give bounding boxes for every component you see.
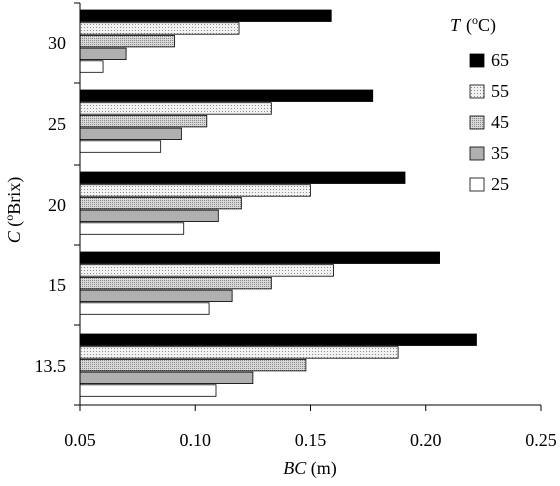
legend-swatch-35: [469, 146, 485, 161]
y-axis-title-symbol: C: [4, 230, 24, 243]
x-axis-title: BC (m): [283, 458, 337, 479]
x-axis-title-symbol: BC: [283, 458, 307, 478]
legend-title-tail: C): [478, 15, 496, 36]
bar-20-25: [79, 222, 185, 235]
bar-25-45: [79, 115, 208, 128]
x-tick-label-0.15: 0.15: [295, 430, 327, 450]
y-axis-title-sup: o: [2, 215, 16, 221]
y-tick-label-13.5: 13.5: [35, 356, 67, 376]
bar-20-65: [79, 171, 406, 184]
x-tick-label-0.20: 0.20: [410, 430, 442, 450]
bar-20-45: [79, 196, 242, 210]
bar-15-25: [79, 302, 210, 315]
y-axis-title-open: (: [4, 221, 25, 232]
legend: 65 55 45 35 25: [469, 50, 509, 194]
legend-label-25: 25: [491, 174, 509, 194]
y-axis-title-close: Brix): [4, 177, 25, 215]
x-axis-title-unit: (m): [306, 458, 337, 479]
bar-15-65: [79, 251, 440, 264]
legend-title-open: (: [466, 15, 472, 36]
bar-20-55: [79, 184, 311, 197]
bar-13.5-55: [79, 346, 399, 359]
x-tick-label-0.10: 0.10: [180, 430, 212, 450]
bar-30-35: [79, 47, 127, 60]
legend-swatch-65: [469, 53, 485, 68]
bar-25-25: [79, 140, 162, 153]
bar-15-35: [79, 289, 233, 303]
x-tick-label-0.25: 0.25: [525, 430, 557, 450]
legend-swatch-55: [469, 84, 485, 99]
x-tick-label-0.05: 0.05: [64, 430, 96, 450]
bar-25-55: [79, 102, 272, 115]
bars-group: [79, 9, 477, 397]
bar-15-55: [79, 264, 334, 277]
axes-group: 30 25 20 15 13.5 0.05 0.10 0.15 0.20 0.25: [35, 2, 557, 450]
legend-label-55: 55: [491, 81, 509, 101]
y-tick-label-20: 20: [48, 195, 66, 215]
legend-label-45: 45: [491, 112, 509, 132]
legend-label-65: 65: [491, 50, 509, 70]
legend-swatch-25: [469, 177, 485, 192]
bar-13.5-35: [79, 371, 254, 385]
y-tick-label-15: 15: [48, 275, 66, 295]
legend-title-symbol: T: [450, 15, 462, 35]
y-tick-label-30: 30: [48, 33, 66, 53]
bar-25-35: [79, 127, 182, 141]
bar-30-55: [79, 22, 240, 35]
legend-label-35: 35: [491, 143, 509, 163]
legend-swatch-45: [469, 115, 485, 130]
bar-25-65: [79, 89, 374, 102]
bar-13.5-65: [79, 333, 477, 346]
bar-30-65: [79, 9, 332, 22]
bar-30-25: [79, 60, 104, 73]
bar-13.5-45: [79, 358, 307, 372]
legend-title-sup: o: [472, 13, 478, 27]
bar-13.5-25: [79, 384, 217, 397]
y-tick-label-25: 25: [48, 114, 66, 134]
bar-15-45: [79, 276, 272, 290]
bar-30-45: [79, 35, 175, 48]
y-axis-title: C (oBrix): [2, 177, 25, 244]
bar-20-35: [79, 209, 219, 223]
legend-title: T (oC): [450, 13, 496, 36]
